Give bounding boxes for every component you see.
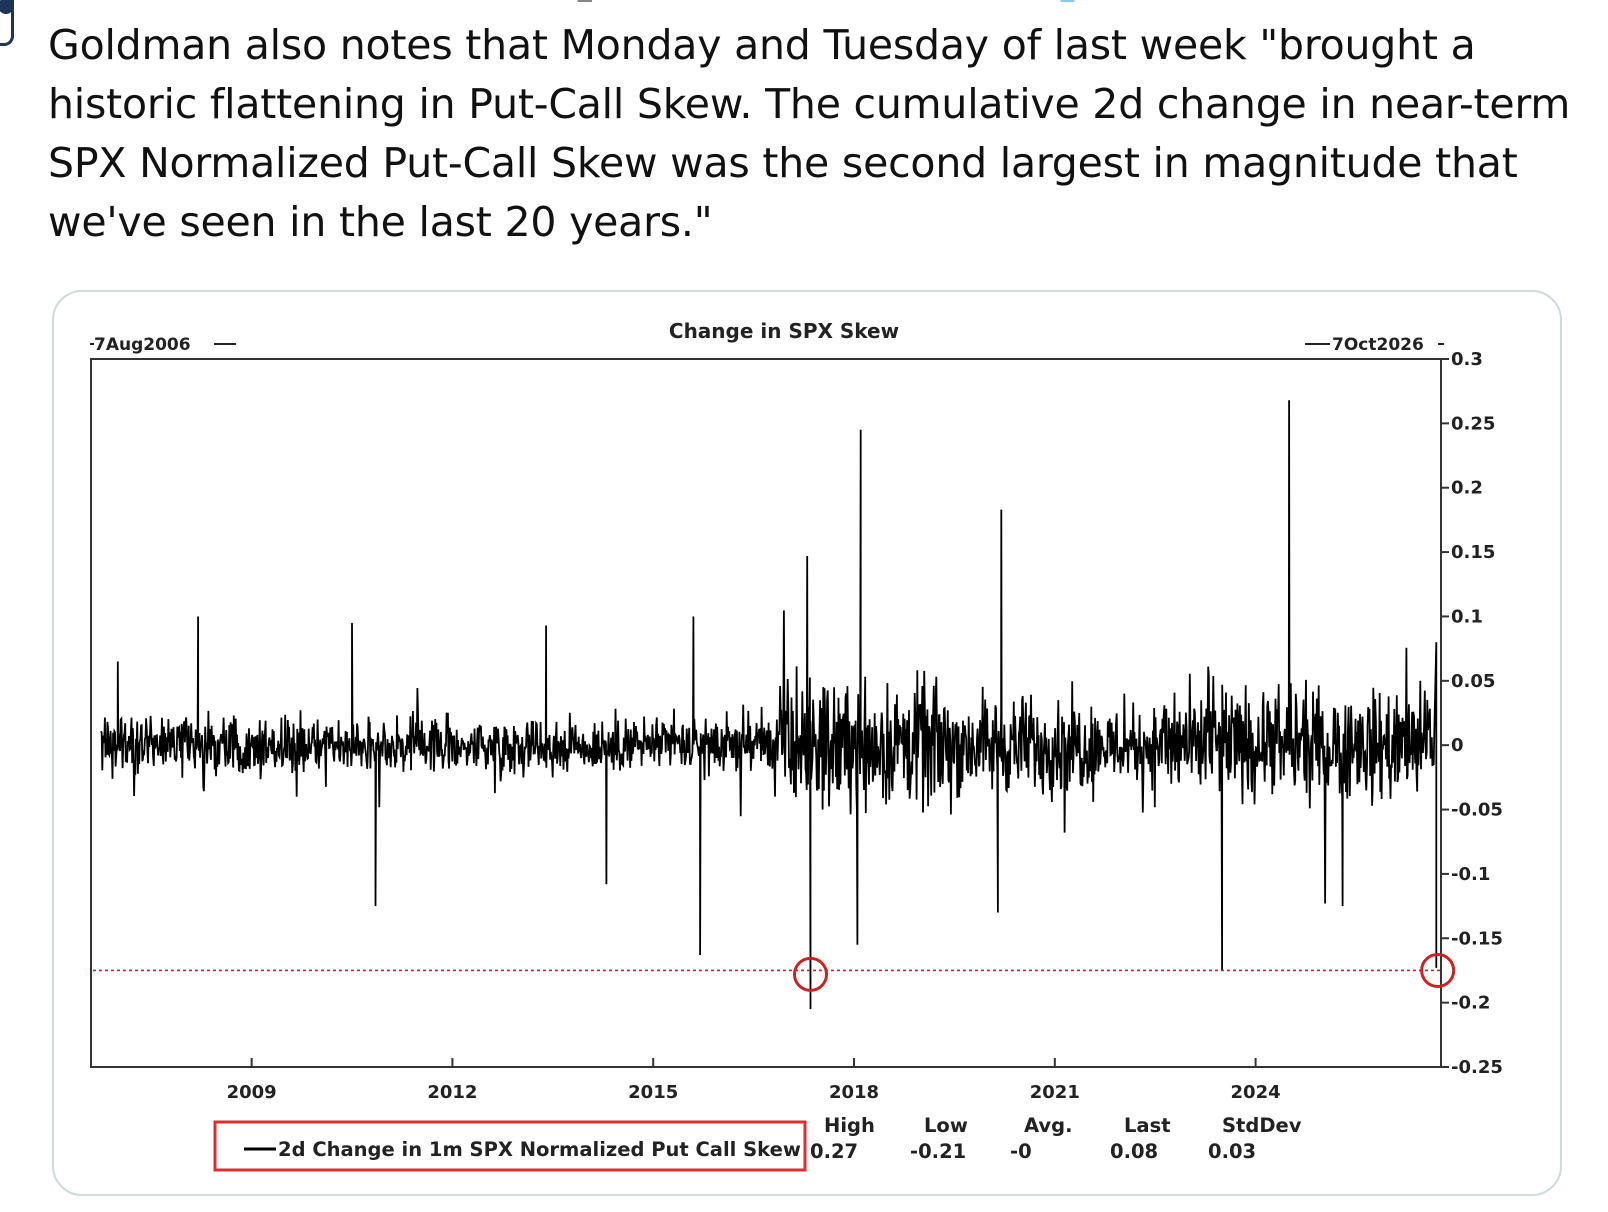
stats-header: Avg. <box>1024 1114 1072 1137</box>
x-tick-label: 2018 <box>829 1082 879 1103</box>
end-date-label: 7Oct2026 <box>1332 335 1424 355</box>
chart-legend: 2d Change in 1m SPX Normalized Put Call … <box>213 1120 807 1172</box>
stats-header: Last <box>1124 1114 1171 1137</box>
y-tick-label: -0.2 <box>1451 993 1490 1014</box>
stats-header: High <box>824 1114 875 1137</box>
stats-value: 0.03 <box>1208 1140 1256 1163</box>
author-avatar[interactable] <box>0 0 14 46</box>
x-axis: 2009 2012 2015 2018 2021 2024 <box>227 1058 1281 1103</box>
stats-table: High Low Avg. Last StdDev 0.27 -0.21 -0 0.08 0.03 <box>810 1114 1302 1163</box>
stats-value: 0.08 <box>1110 1140 1158 1163</box>
highlight-markers <box>793 952 1456 992</box>
stats-header: StdDev <box>1222 1114 1302 1137</box>
y-axis: 0.3 0.25 0.2 0.15 0.1 0.05 0 -0.05 -0.1 -0.15 -0.2… <box>1441 349 1503 1078</box>
y-tick-label: 0.1 <box>1451 606 1483 627</box>
stats-value: 0.27 <box>810 1140 858 1163</box>
x-tick-label: 2012 <box>427 1082 477 1103</box>
y-tick-label: 0.05 <box>1451 671 1495 692</box>
plot-frame <box>90 358 1442 1068</box>
cropped-header-row <box>180 0 1600 2</box>
y-tick-label: -0.15 <box>1451 928 1503 949</box>
legend-highlight-box <box>213 1120 807 1172</box>
y-tick-label: -0.1 <box>1451 864 1490 885</box>
x-tick-label: 2021 <box>1030 1082 1080 1103</box>
series-line <box>100 400 1438 1010</box>
highlight-marker <box>1420 952 1456 988</box>
y-tick-label: 0.15 <box>1451 542 1495 563</box>
chart-svg: Change in SPX Skew 7Aug2006 7Oct2026 200… <box>90 319 1503 1172</box>
stats-value: -0 <box>1010 1140 1032 1163</box>
start-date-label: 7Aug2006 <box>94 335 191 355</box>
x-tick-label: 2015 <box>628 1082 678 1103</box>
x-tick-label: 2024 <box>1231 1082 1281 1103</box>
y-tick-label: -0.25 <box>1451 1057 1503 1078</box>
y-tick-label: 0.2 <box>1451 478 1483 499</box>
y-tick-label: -0.05 <box>1451 800 1503 821</box>
end-date-marker: 7Oct2026 <box>1305 335 1444 355</box>
highlight-marker <box>793 956 829 992</box>
start-date-marker: 7Aug2006 <box>90 335 236 355</box>
stats-value: -0.21 <box>910 1140 966 1163</box>
tweet-text: Goldman also notes that Monday and Tuesd… <box>48 21 1571 246</box>
legend-label: 2d Change in 1m SPX Normalized Put Call … <box>278 1138 801 1161</box>
y-tick-label: 0.3 <box>1451 349 1483 370</box>
y-tick-label: 0 <box>1451 735 1464 756</box>
stats-header: Low <box>924 1114 968 1137</box>
y-tick-label: 0.25 <box>1451 413 1495 434</box>
series-2d-change-skew <box>100 400 1438 1010</box>
chart-title: Change in SPX Skew <box>669 319 899 343</box>
chart-image-card[interactable]: Change in SPX Skew 7Aug2006 7Oct2026 200… <box>52 290 1562 1196</box>
x-tick-label: 2009 <box>227 1082 277 1103</box>
